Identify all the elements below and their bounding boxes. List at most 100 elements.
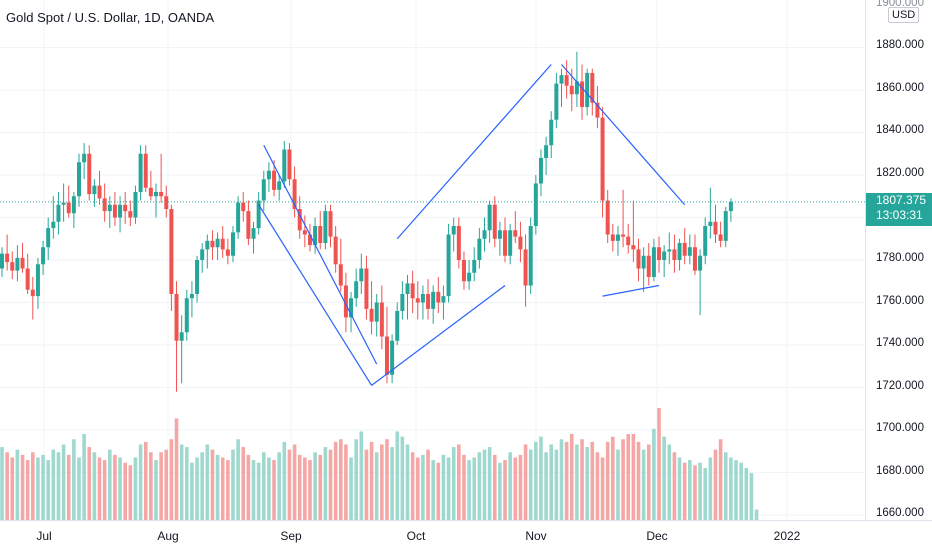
candle-body [497,230,502,239]
candle-body [682,243,687,256]
volume-bar [220,457,225,520]
volume-bar [36,457,40,520]
candle-body [118,204,123,218]
candle-body [292,179,297,209]
candle-body [323,211,328,243]
volume-bar [369,441,374,520]
price-tick: 1820.000 [876,167,924,179]
volume-bar [436,462,441,520]
volume-bar [133,457,138,520]
volume-bar [688,460,692,520]
candle-body [225,249,230,256]
candle-body [189,294,194,299]
candle-body [15,257,20,271]
candle-body [256,200,261,229]
chart-canvas[interactable] [0,0,865,520]
candle-body [148,187,153,197]
last-price-value: 1807.375 [876,193,927,207]
candle-body [513,230,518,237]
volume-bar [713,449,718,520]
currency-badge[interactable]: USD [888,7,920,23]
volume-bar [169,439,174,520]
candle-body [431,291,436,309]
volume-bar [92,452,97,520]
volume-bar [277,452,281,520]
candle-body [508,230,513,256]
volume-bar [128,465,133,520]
candle-body [564,75,569,86]
volume-bar [267,457,271,520]
candle-body [667,249,672,252]
trendline [561,64,686,206]
candle-body [467,272,472,282]
volume-bar [261,452,266,520]
volume-bar [621,439,625,520]
candle-body [272,170,277,190]
volume-bar [51,449,56,520]
candle-body [87,153,92,195]
candle-body [528,226,533,286]
volume-bar [559,439,564,520]
volume-bar [600,457,605,520]
candle-body [580,81,585,107]
volume-bar [256,462,261,520]
candle-body [107,204,112,212]
trendline [263,144,378,365]
candle-body [61,202,66,205]
volume-bar [410,452,415,520]
volume-bar [631,434,636,520]
candle-body [456,226,461,260]
candle-body [328,211,333,237]
volume-bar [492,454,497,520]
volume-bar [487,447,492,520]
candle-body [718,234,723,241]
candle-body [153,192,158,197]
volume-bar [107,449,112,520]
volume-bar [580,439,584,520]
volume-bar [672,452,677,520]
volume-bar [723,452,728,520]
candle-body [384,336,389,375]
volume-bar [318,454,323,520]
time-tick-aug: Aug [157,529,179,543]
candle-body [133,192,138,218]
candle-body [76,162,81,197]
price-axis[interactable]: 1900.000 USD 1880.000 1860.000 1840.000 … [865,0,932,520]
candle-body [610,234,615,241]
volume-bar [30,452,35,520]
volume-bar [693,465,697,520]
volume-bar [646,444,651,520]
candle-body [585,73,590,107]
candle-body [703,226,708,256]
chart-area[interactable]: Gold Spot / U.S. Dollar, 1D, OANDA [0,0,865,520]
candle-body [184,298,189,333]
trendline [602,284,660,297]
volume-bar [498,462,502,520]
volume-bar [349,457,353,520]
volume-bar [539,436,543,520]
volume-bar [754,509,759,520]
volume-bar [46,460,50,520]
candle-body [595,102,600,118]
time-axis[interactable]: Jul Aug Sep Oct Nov Dec 2022 [0,520,932,551]
candle-body [533,183,538,226]
volume-bar [534,441,538,520]
price-tick: 1900.000 [876,0,924,9]
candle-body [631,245,636,250]
candle-body [492,204,497,239]
volume-bar [138,444,143,520]
volume-bar [297,454,302,520]
candle-body [349,298,354,318]
time-tick-2022: 2022 [773,529,801,543]
volume-bar [159,452,163,520]
price-tick: 1740.000 [876,337,924,349]
candle-body [277,181,282,190]
volume-bar [143,441,148,520]
volume-bar [123,462,127,520]
candle-body [415,298,420,303]
volume-bar [374,452,379,520]
volume-bar [457,444,461,520]
candle-body [544,145,549,158]
volume-bar [482,449,487,520]
volume-bar [154,460,158,520]
